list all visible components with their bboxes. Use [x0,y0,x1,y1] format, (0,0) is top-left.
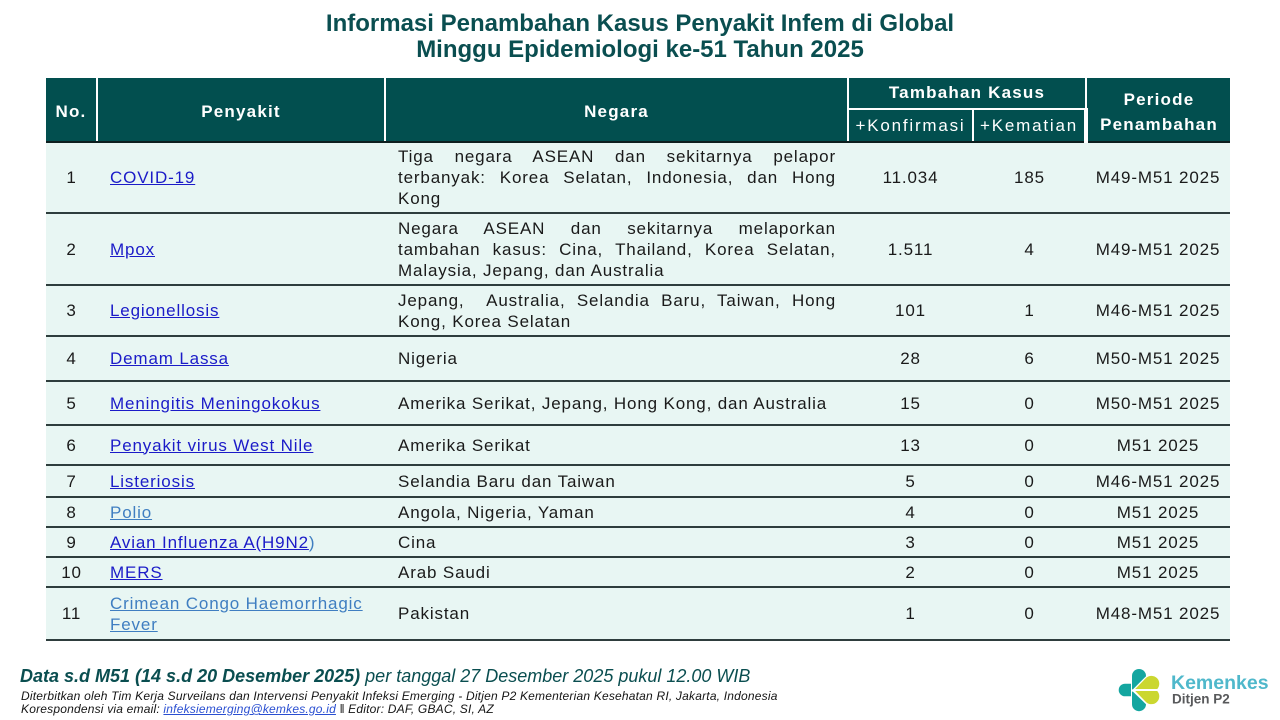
svg-text:Kemenkes: Kemenkes [1171,672,1269,694]
svg-text:Ditjen P2: Ditjen P2 [1172,692,1230,707]
